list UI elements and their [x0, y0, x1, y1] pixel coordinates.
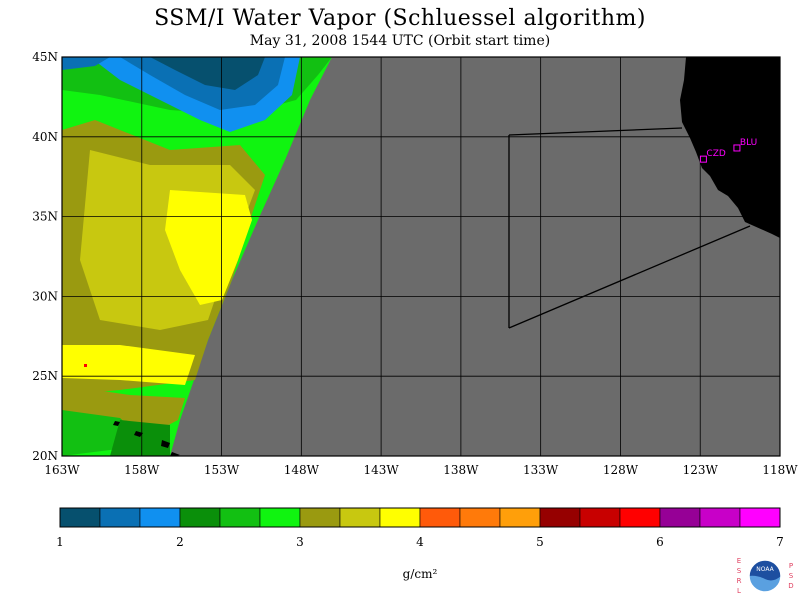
flight-track: [508, 127, 751, 329]
map-subtitle: May 31, 2008 1544 UTC (Orbit start time): [249, 33, 551, 49]
colorbar-segment: [579, 507, 621, 528]
site-markers: CZD BLU: [699, 138, 757, 163]
colorbar-tick-label: 4: [416, 535, 424, 549]
colorbar-segment: [219, 507, 261, 528]
colorbar-segment: [659, 507, 701, 528]
track-segment-diagonal: [508, 225, 751, 329]
logo-letter: D: [788, 582, 793, 590]
lat-tick-label: 45N: [32, 50, 58, 64]
logo-letter: L: [737, 587, 741, 595]
latitude-labels: 45N 40N 35N 30N 25N 20N: [32, 50, 58, 463]
site-label: CZD: [706, 149, 725, 159]
colorbar-tick-label: 2: [176, 535, 184, 549]
colorbar-unit: g/cm²: [403, 567, 438, 581]
red-pixel-marker: [84, 364, 87, 367]
colorbar-tick-labels: 1 2 3 4 5 6 7: [56, 535, 784, 549]
colorbar-segment: [59, 507, 101, 528]
hawaii-island-d: [170, 452, 180, 456]
colorbar-segment: [179, 507, 221, 528]
lon-tick-label: 118W: [762, 463, 798, 477]
colorbar-tick-label: 5: [536, 535, 544, 549]
lon-tick-label: 163W: [44, 463, 80, 477]
colorbar-segment: [139, 507, 181, 528]
lon-tick-label: 128W: [603, 463, 639, 477]
psd-letters: PSD: [788, 562, 793, 590]
colorbar: [59, 507, 781, 528]
longitude-labels: 163W 158W 153W 148W 143W 138W 133W 128W 123W 118W: [44, 463, 798, 477]
colorbar-segment: [619, 507, 661, 528]
colorbar-tick-label: 7: [776, 535, 784, 549]
colorbar-segment: [339, 507, 381, 528]
noaa-label: NOAA: [756, 566, 774, 573]
site-marker-blu: [733, 144, 741, 152]
colorbar-segment: [419, 507, 461, 528]
swath-dark-green: [110, 420, 170, 456]
swath-blue-west: [62, 57, 110, 70]
map-frame: [61, 56, 781, 457]
lat-tick-label: 30N: [32, 289, 58, 303]
colorbar-segment: [259, 507, 301, 528]
lon-tick-label: 133W: [523, 463, 559, 477]
logo-letter: S: [737, 567, 742, 575]
colorbar-segment: [699, 507, 741, 528]
colorbar-frame: [59, 507, 781, 528]
land: [113, 57, 780, 456]
logo-letter: P: [789, 562, 793, 570]
colorbar-segment: [99, 507, 141, 528]
site-marker-czd: [699, 155, 707, 163]
swath-yellow-b: [62, 345, 195, 385]
logo-letter: S: [789, 572, 794, 580]
lon-tick-label: 148W: [284, 463, 320, 477]
lon-tick-label: 123W: [683, 463, 719, 477]
hawaii-island-c: [161, 440, 170, 448]
lat-tick-label: 20N: [32, 449, 58, 463]
track-segment-north: [508, 127, 683, 136]
lon-tick-label: 143W: [363, 463, 399, 477]
data-field: [62, 57, 780, 456]
lon-tick-label: 138W: [443, 463, 479, 477]
site-label: BLU: [740, 138, 757, 148]
map-title: SSM/I Water Vapor (Schluessel algorithm): [154, 6, 646, 31]
colorbar-segment: [539, 507, 581, 528]
colorbar-segment: [299, 507, 341, 528]
swath-yellow-a: [165, 190, 252, 305]
hawaii-island-b: [134, 431, 143, 437]
colorbar-tick-label: 6: [656, 535, 664, 549]
lat-tick-label: 25N: [32, 369, 58, 383]
lon-tick-label: 158W: [124, 463, 160, 477]
california-landmass: [680, 57, 780, 238]
colorbar-segment: [379, 507, 421, 528]
lat-tick-label: 35N: [32, 210, 58, 224]
colorbar-tick-label: 3: [296, 535, 304, 549]
lat-tick-label: 40N: [32, 130, 58, 144]
colorbar-segment: [739, 507, 781, 528]
swath-dark-blue: [150, 57, 265, 90]
lon-tick-label: 153W: [204, 463, 240, 477]
logo-letter: E: [737, 557, 741, 565]
hawaii-island-a: [113, 421, 120, 426]
logo-letter: R: [737, 577, 742, 585]
colorbar-tick-label: 1: [56, 535, 64, 549]
colorbar-segment: [459, 507, 501, 528]
colorbar-segment: [499, 507, 541, 528]
